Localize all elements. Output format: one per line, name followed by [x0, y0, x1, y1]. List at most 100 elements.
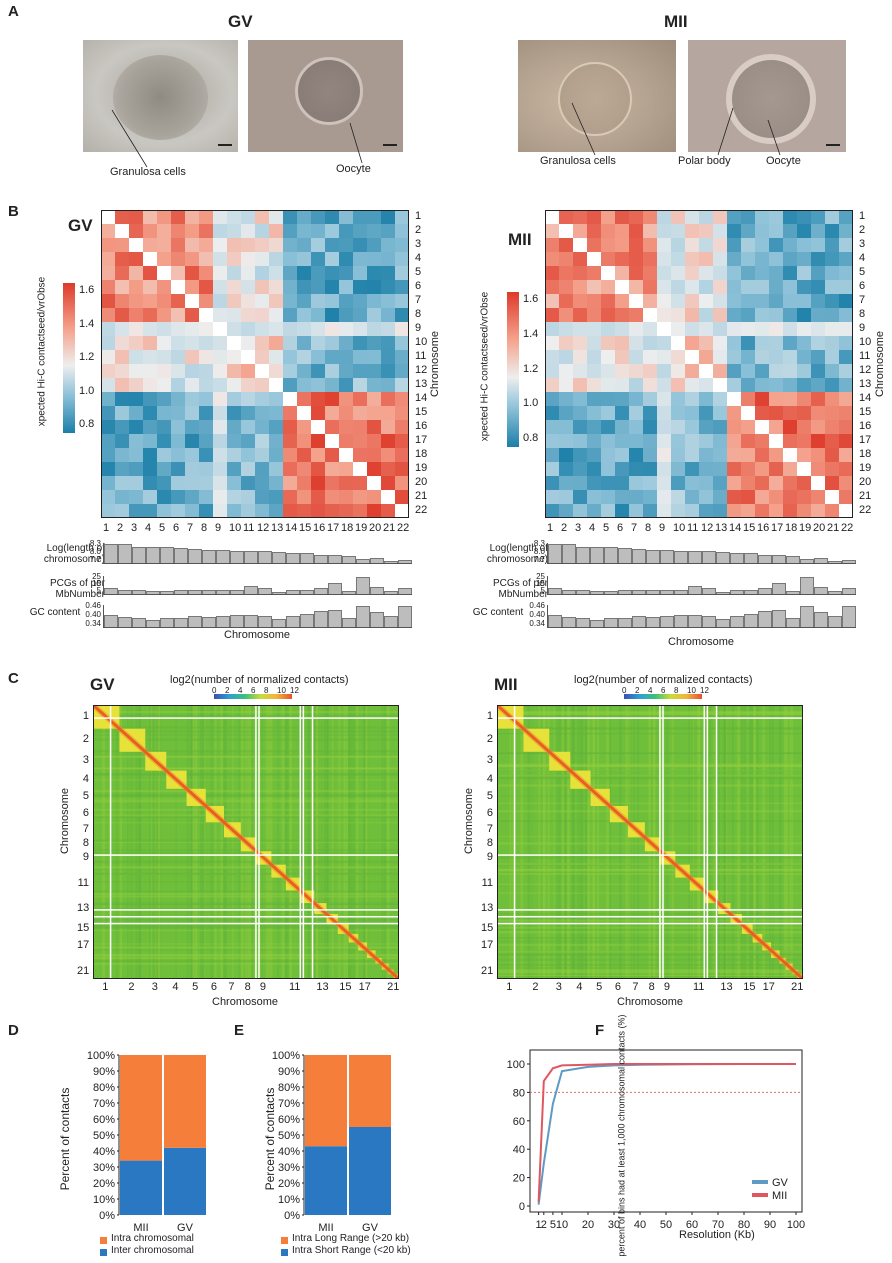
heatmap-cell [115, 490, 129, 504]
heatmap-cell [741, 378, 755, 392]
contact-texture [93, 867, 399, 869]
contact-texture [93, 946, 399, 949]
contact-x-label: 11 [692, 981, 705, 993]
heatmap-cell [101, 504, 115, 518]
heatmap-cell [727, 504, 741, 518]
heatmap-cell [339, 420, 353, 434]
heatmap-cell [797, 322, 811, 336]
pcg-density-bar [828, 591, 842, 594]
heatmap-cell [283, 322, 297, 336]
gc-content-bar [300, 614, 314, 627]
heatmap-cell [839, 504, 853, 518]
contact-texture [93, 924, 399, 927]
heatmap-col-label: 12 [257, 522, 270, 534]
gc-content-bar [356, 605, 370, 627]
heatmap-col-label: 1 [103, 522, 110, 534]
heatmap-cell [213, 350, 227, 364]
heatmap-cell [311, 392, 325, 406]
gap-line [662, 705, 664, 979]
heatmap-cell [713, 490, 727, 504]
heatmap-cell [101, 392, 115, 406]
contact-texture [497, 706, 803, 708]
contact-texture [316, 705, 318, 979]
heatmap-cell [367, 504, 381, 518]
gc-content-bar [828, 616, 842, 627]
gv-granulosa-photo [83, 40, 238, 152]
heatmap-col-label: 1 [547, 522, 554, 534]
heatmap-cell [283, 406, 297, 420]
heatmap-cell [129, 462, 143, 476]
contact-texture [497, 795, 803, 797]
contact-texture [93, 794, 399, 796]
heatmap-cell [797, 490, 811, 504]
contact-texture [497, 954, 803, 956]
heatmap-cell [755, 434, 769, 448]
contact-texture [723, 705, 727, 979]
heatmap-cell [353, 322, 367, 336]
heatmap-cell [101, 378, 115, 392]
heatmap-cell [115, 322, 129, 336]
heatmap-cell [741, 364, 755, 378]
contact-texture [93, 756, 399, 758]
heatmap-cell [727, 294, 741, 308]
pcg-density-bar [342, 590, 356, 594]
log-length-bar [604, 547, 618, 563]
heatmap-cell [643, 434, 657, 448]
contact-y-label: 3 [82, 754, 89, 767]
heatmap-col-label: 22 [397, 522, 410, 534]
mii-oocyte-label: Oocyte [766, 155, 801, 167]
heatmap-cell [157, 266, 171, 280]
heatmap-cell [615, 294, 629, 308]
heatmap-cell [671, 504, 685, 518]
heatmap-cell [783, 336, 797, 350]
heatmap-cell [255, 448, 269, 462]
heatmap-cell [769, 350, 783, 364]
log-length-bar [314, 554, 328, 563]
heatmap-cell [699, 406, 713, 420]
heatmap-cell [839, 252, 853, 266]
bar-y-tick: 80% [278, 1082, 300, 1094]
contact-texture [93, 726, 399, 729]
heatmap-row-label: 13 [415, 378, 428, 390]
contact-texture [93, 772, 399, 775]
heatmap-cell [811, 336, 825, 350]
heatmap-cell [545, 308, 559, 322]
heatmap-cell [241, 350, 255, 364]
contact-y-label: 21 [77, 964, 90, 977]
contact-texture [349, 705, 351, 979]
contact-x-label: 21 [791, 981, 804, 993]
heatmap-cell [811, 434, 825, 448]
heatmap-cell [699, 308, 713, 322]
contact-y-label: 4 [486, 772, 493, 785]
heatmap-cell [367, 406, 381, 420]
mii-contact-colorbar-title-text: log2(number of normalized contacts) [574, 674, 753, 686]
heatmap-cell [545, 504, 559, 518]
heatmap-cell [629, 476, 643, 490]
pcg-density-bar [716, 592, 730, 594]
heatmap-cell [101, 434, 115, 448]
bar-y-tick: 30% [93, 1162, 115, 1174]
contact-texture [93, 902, 399, 905]
heatmap-cell [325, 294, 339, 308]
contact-texture [93, 714, 399, 718]
heatmap-cell [713, 462, 727, 476]
heatmap-cell [297, 224, 311, 238]
contact-texture [93, 815, 399, 819]
heatmap-cell [297, 210, 311, 224]
line-x-tick: 2 [541, 1219, 547, 1231]
heatmap-col-label: 19 [799, 522, 812, 534]
mii-cell [558, 62, 632, 136]
heatmap-cell [573, 504, 587, 518]
contact-texture [579, 705, 582, 979]
heatmap-cell [783, 448, 797, 462]
heatmap-cell [587, 224, 601, 238]
pcg-density-bar [814, 586, 828, 594]
heatmap-cell [311, 490, 325, 504]
heatmap-cell [825, 308, 839, 322]
heatmap-cell [115, 224, 129, 238]
heatmap-cell [185, 336, 199, 350]
bar-y-tick: 70% [278, 1098, 300, 1110]
heatmap-cell [601, 364, 615, 378]
heatmap-cell [353, 434, 367, 448]
pcg-density-bar [730, 590, 744, 594]
